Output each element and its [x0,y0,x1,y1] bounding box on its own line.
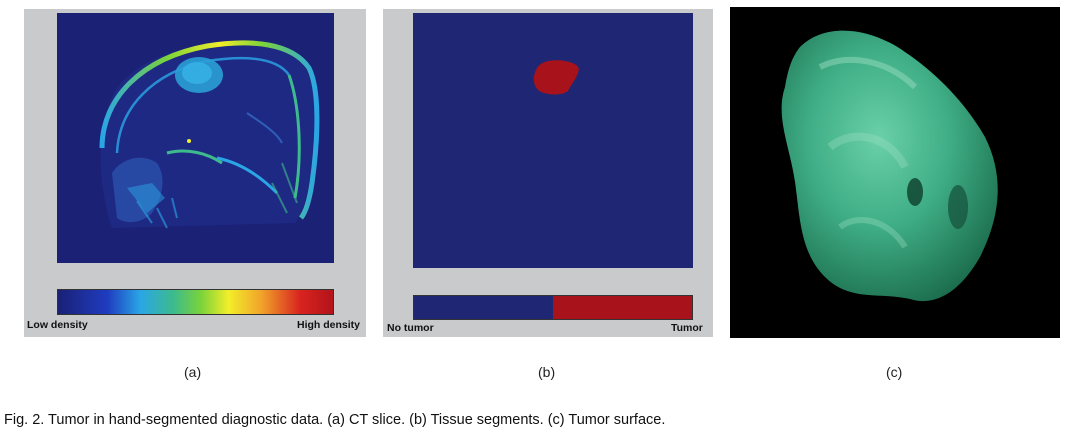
tumor-label: Tumor [671,322,703,334]
tumor-segment [533,60,579,95]
panel-c-tag: (c) [886,364,903,380]
figure-caption: Fig. 2. Tumor in hand-segmented diagnost… [4,412,666,428]
tumor-surface-drawing [781,30,998,302]
ct-slice-image [57,13,334,263]
tumor-surface-image [730,7,1060,338]
low-density-label: Low density [27,319,88,331]
tissue-segments-drawing [533,60,579,95]
panel-b-tag: (b) [538,364,556,380]
no-tumor-label: No tumor [387,322,434,334]
tumor-surface-mass [781,30,998,302]
panel-a-tag: (a) [184,364,202,380]
tissue-segments-image [413,13,693,268]
high-density-label: High density [297,319,361,331]
ct-slice-drawing [99,40,320,229]
density-colorbar [57,289,334,315]
tumor-colorbar [413,295,693,320]
